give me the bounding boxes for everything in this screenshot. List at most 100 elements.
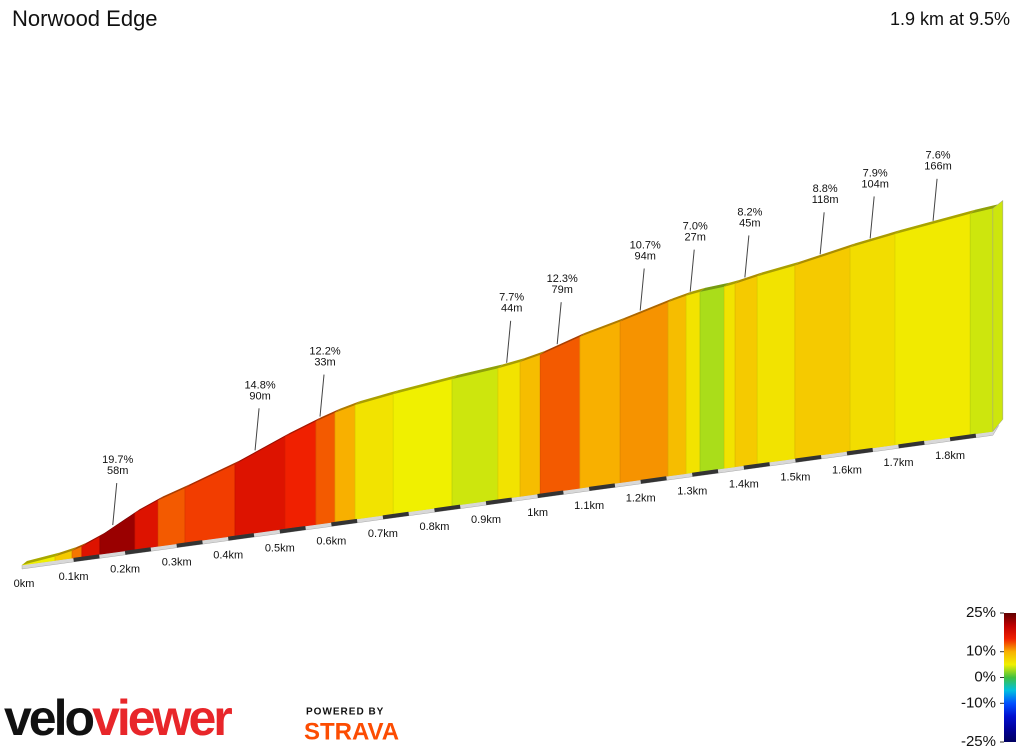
segment-top-shade — [393, 375, 458, 395]
x-tick-label: 1.4km — [729, 479, 759, 491]
segment-top — [452, 364, 503, 380]
x-tick-bar — [846, 447, 874, 456]
segment-top-shade — [894, 209, 976, 235]
annotation-grade: 14.8% — [244, 379, 275, 391]
segment-top-shade — [668, 291, 692, 303]
segment-top-shade — [970, 204, 998, 214]
gradient-segment — [579, 321, 621, 489]
annotation-length: 104m — [861, 178, 889, 190]
annotation-length: 118m — [812, 194, 839, 206]
gradient-segment — [667, 295, 687, 477]
segment-top — [393, 375, 458, 395]
x-tick-label: 1.2km — [626, 493, 656, 505]
annotation-grade: 12.2% — [309, 345, 340, 357]
segment-top — [315, 408, 340, 422]
segment-top-shade — [158, 484, 190, 501]
x-tick-bar — [124, 547, 152, 555]
segment-top-shade — [234, 432, 290, 465]
annotation-length: 27m — [685, 232, 706, 244]
gradient-segment — [969, 208, 994, 435]
x-tick-bar — [537, 490, 564, 498]
gradient-segment — [723, 283, 736, 469]
powered-by: POWERED BY — [306, 707, 384, 718]
segment-top-shade — [22, 552, 60, 565]
annotation-grade: 7.9% — [863, 167, 888, 179]
segment-top-shade — [794, 243, 856, 266]
colorbar-tick-label: 25% — [966, 604, 996, 621]
segment-top-shade — [184, 460, 240, 489]
gradient-segment — [685, 291, 701, 474]
x-tick-label: 1.8km — [935, 450, 965, 462]
segment-top — [184, 460, 240, 489]
annotation-leader — [556, 302, 562, 345]
segment-top-shade — [686, 287, 706, 296]
segment-top — [700, 282, 730, 292]
segment-top — [334, 401, 361, 413]
annotation-leader — [639, 268, 645, 311]
segment-top — [757, 261, 800, 277]
gradient-segment — [539, 336, 581, 494]
x-tick-label: 1.6km — [832, 464, 862, 476]
segment-top-shade — [540, 332, 585, 355]
x-tick-bar — [331, 518, 358, 527]
segment-top-shade — [54, 546, 78, 557]
annotation-leader — [319, 374, 325, 417]
annotation-length: 94m — [635, 250, 656, 262]
x-tick-label: 0.7km — [368, 528, 398, 540]
annotation-length: 44m — [501, 303, 522, 315]
gradient-segment — [519, 354, 541, 497]
segment-top — [284, 417, 321, 437]
segment-top-shade — [620, 298, 674, 322]
segment-top — [735, 272, 763, 284]
annotation-grade: 8.2% — [737, 206, 762, 218]
segment-top — [72, 542, 87, 551]
segment-top — [54, 546, 78, 557]
annotation-length: 79m — [551, 284, 572, 296]
gradient-segment — [699, 286, 725, 472]
gradient-segment — [81, 536, 101, 558]
x-tick-label: 1.1km — [574, 500, 604, 512]
strava: STRAVA — [304, 718, 399, 745]
annotation-grade: 10.7% — [630, 239, 661, 251]
segment-top — [794, 243, 856, 266]
annotation-length: 58m — [107, 465, 128, 477]
logo-viewer: viewer — [92, 690, 232, 746]
x-tick-label: 0.5km — [265, 542, 295, 554]
chart-subtitle: 1.9 km at 9.5% — [890, 9, 1010, 29]
gradient-segment — [315, 412, 336, 525]
segment-top-shade — [579, 317, 626, 337]
annotation-leader — [869, 196, 875, 239]
segment-top-shade — [284, 417, 321, 437]
x-tick-bar — [73, 554, 100, 562]
segment-top — [540, 332, 585, 355]
segment-top — [686, 287, 706, 296]
gradient-segment — [392, 378, 453, 515]
annotation-leader — [819, 212, 825, 255]
gradient-segment — [756, 265, 796, 465]
gradient-segment — [284, 420, 317, 530]
gradient-segment — [497, 361, 521, 500]
x-tick-bar — [949, 433, 977, 442]
x-tick-bar — [898, 440, 925, 449]
segment-top — [497, 358, 526, 369]
x-tick-label: 0.4km — [213, 550, 243, 562]
annotation-leader — [112, 482, 118, 526]
logo: veloviewer — [4, 690, 232, 746]
segment-top — [355, 390, 399, 406]
x-tick-bar — [743, 462, 770, 470]
gradient-segment — [794, 246, 851, 459]
segment-top — [99, 509, 140, 537]
x-tick-label: 1.5km — [780, 471, 810, 483]
x-tick-bar — [692, 469, 719, 477]
annotation-length: 166m — [924, 161, 952, 173]
segment-top-shade — [72, 542, 87, 551]
x-tick-bar — [279, 525, 306, 534]
segment-top — [158, 484, 190, 501]
gradient-segment — [99, 512, 136, 555]
annotation-grade: 7.6% — [926, 150, 951, 162]
segment-top-shade — [134, 496, 164, 514]
segment-top-shade — [452, 364, 503, 380]
x-tick-bar — [227, 533, 255, 541]
x-tick-bar — [434, 504, 461, 513]
segment-top-shade — [735, 272, 763, 284]
